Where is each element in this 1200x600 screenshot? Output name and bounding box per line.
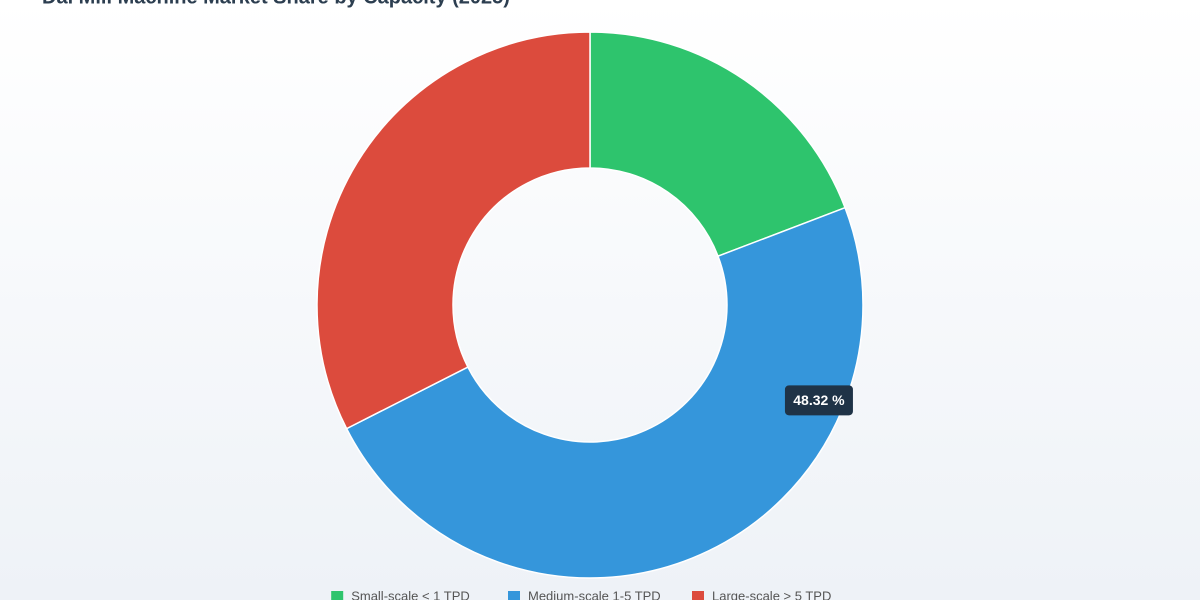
tooltip-box [784,385,853,416]
chart-title: Dal Mill Machine Market Share by Capacit… [42,0,510,8]
donut-slice [589,31,847,258]
donut-slice [345,206,864,579]
legend-label: Medium-scale 1-5 TPD [528,588,661,600]
data-label: 48.32 % [793,392,845,408]
legend-label: Large-scale > 5 TPD [712,588,831,600]
legend-swatch [692,591,704,600]
legend-swatch [508,591,520,600]
legend-swatch [331,591,344,600]
legend-label: Small-scale < 1 TPD [351,588,470,600]
donut-slice [316,31,591,430]
